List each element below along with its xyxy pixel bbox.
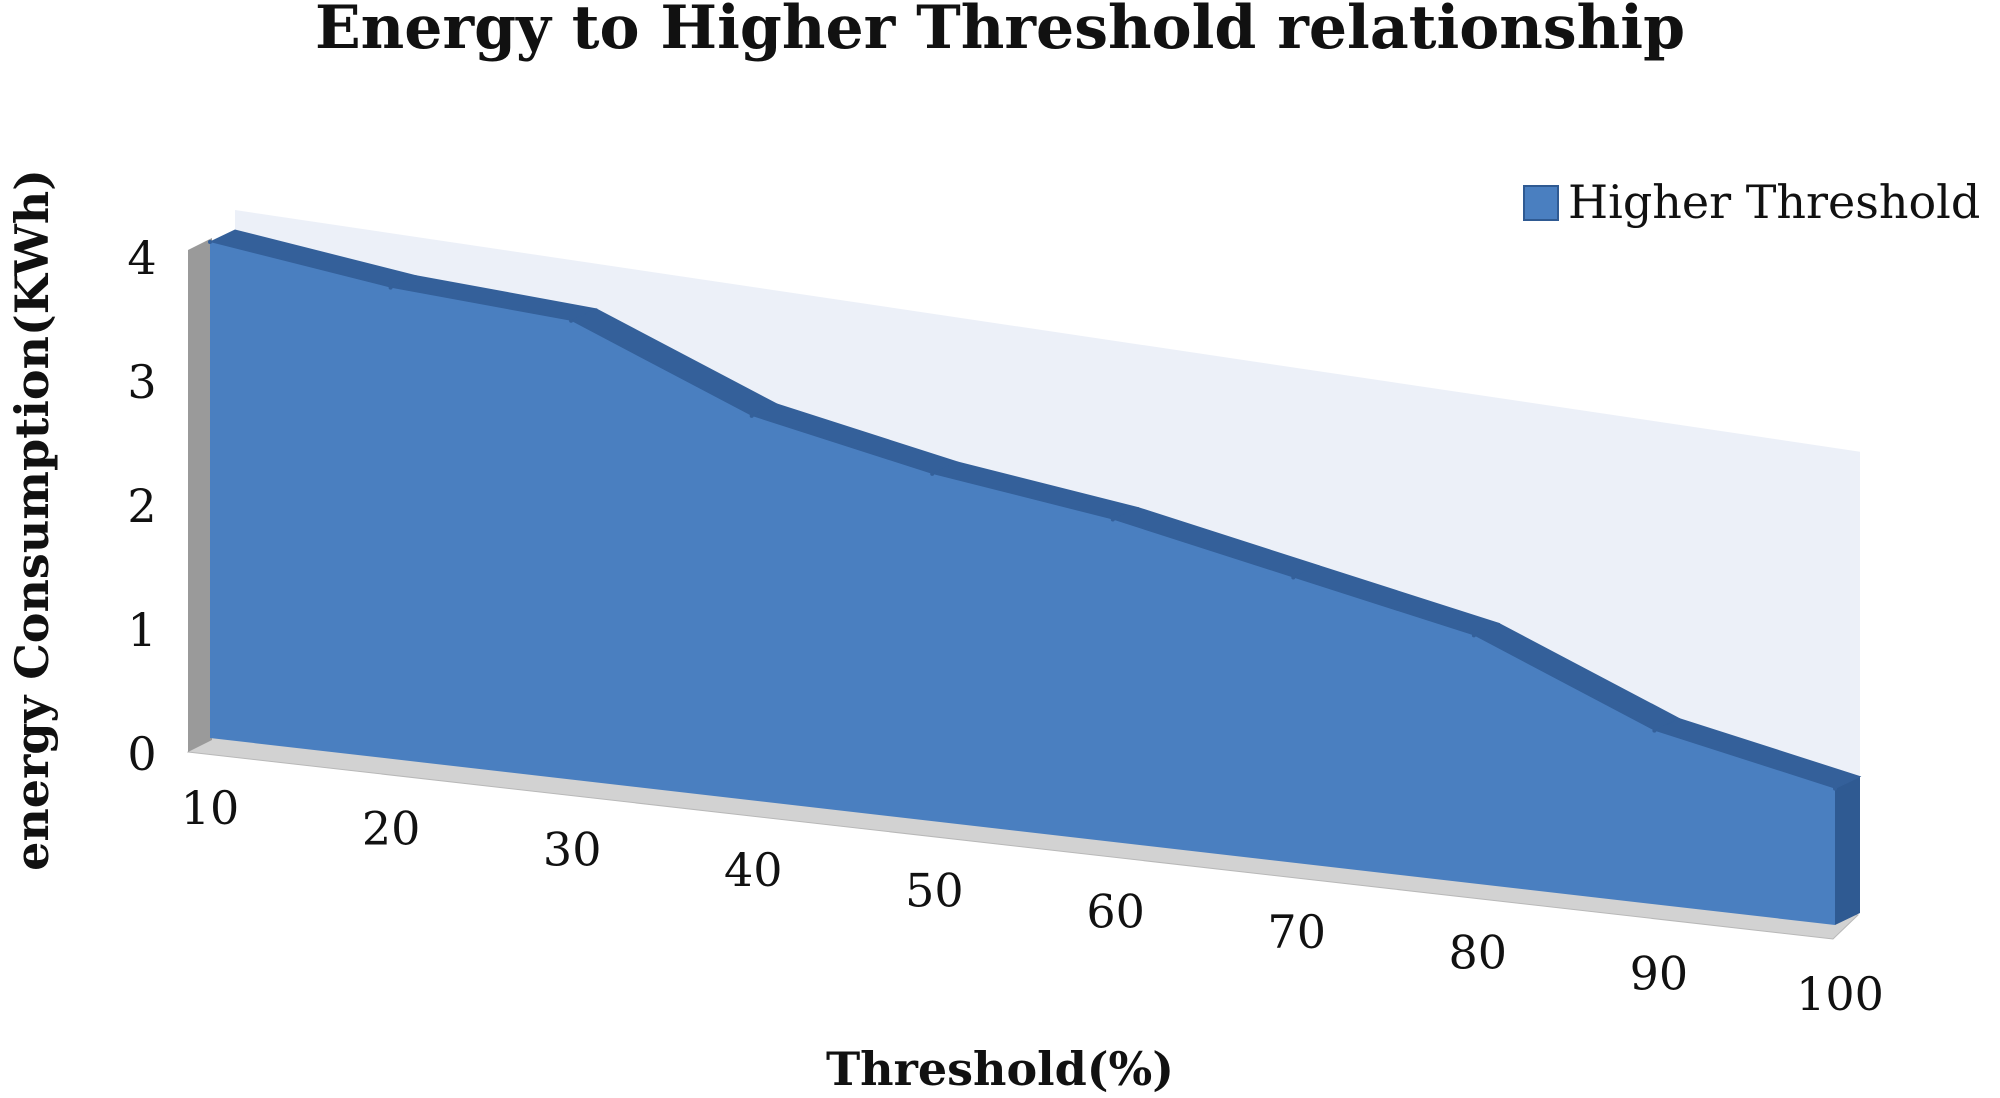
y-tick-label: 0 <box>127 727 156 781</box>
x-axis-ticks: 10 20 30 40 50 60 70 80 90 100 <box>181 781 1884 1021</box>
area-front-face <box>210 242 1835 925</box>
x-tick-label: 60 <box>1086 884 1145 938</box>
y-tick-label: 4 <box>127 231 156 285</box>
x-axis-title: Threshold(%) <box>826 1042 1174 1096</box>
y-axis-title: energy Consumption(KWh) <box>5 169 59 871</box>
area-series <box>208 229 1862 925</box>
legend-swatch <box>1523 185 1559 221</box>
y-axis-ticks: 0 1 2 3 4 <box>127 231 156 781</box>
data-point <box>1110 517 1115 522</box>
x-tick-label: 70 <box>1267 905 1326 959</box>
area-end-face <box>1835 776 1860 925</box>
chart-title: Energy to Higher Threshold relationship <box>315 0 1685 63</box>
data-point <box>1833 786 1837 791</box>
data-point <box>388 285 393 290</box>
x-tick-label: 10 <box>181 781 240 835</box>
data-point <box>749 413 754 418</box>
x-tick-label: 50 <box>905 864 964 918</box>
data-point <box>930 471 935 476</box>
x-tick-label: 20 <box>362 802 421 856</box>
data-point <box>569 318 574 323</box>
y-tick-label: 3 <box>127 355 156 409</box>
x-tick-label: 100 <box>1796 967 1884 1021</box>
x-tick-label: 80 <box>1449 926 1508 980</box>
legend: Higher Threshold <box>1523 175 1980 229</box>
data-point <box>1291 575 1296 580</box>
side-wall <box>188 238 212 752</box>
y-tick-label: 1 <box>127 603 156 657</box>
y-tick-label: 2 <box>127 479 156 533</box>
legend-label: Higher Threshold <box>1568 175 1980 229</box>
data-point <box>1652 728 1657 733</box>
data-point <box>1471 633 1476 638</box>
x-tick-label: 90 <box>1630 946 1689 1000</box>
x-tick-label: 40 <box>724 843 783 897</box>
data-point <box>208 240 212 244</box>
x-tick-label: 30 <box>543 822 602 876</box>
